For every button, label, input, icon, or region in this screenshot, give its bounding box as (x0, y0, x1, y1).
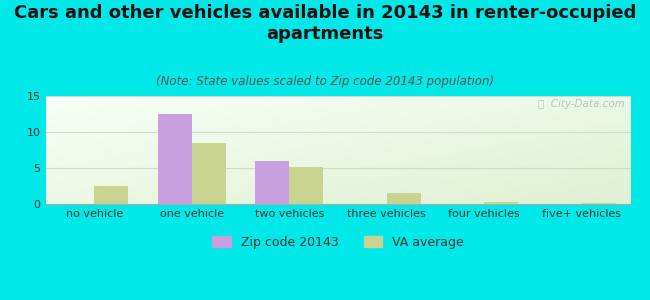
Text: ⓘ  City-Data.com: ⓘ City-Data.com (538, 99, 625, 109)
Text: Cars and other vehicles available in 20143 in renter-occupied
apartments: Cars and other vehicles available in 201… (14, 4, 636, 43)
Bar (255, 161, 289, 204)
Bar (582, 202, 616, 204)
Legend: Zip code 20143, VA average: Zip code 20143, VA average (207, 231, 469, 254)
Text: (Note: State values scaled to Zip code 20143 population): (Note: State values scaled to Zip code 2… (156, 75, 494, 88)
Bar (157, 114, 192, 204)
Bar (192, 143, 226, 204)
Bar (289, 167, 324, 204)
Bar (484, 202, 519, 204)
Bar (94, 186, 129, 204)
Bar (387, 193, 421, 204)
